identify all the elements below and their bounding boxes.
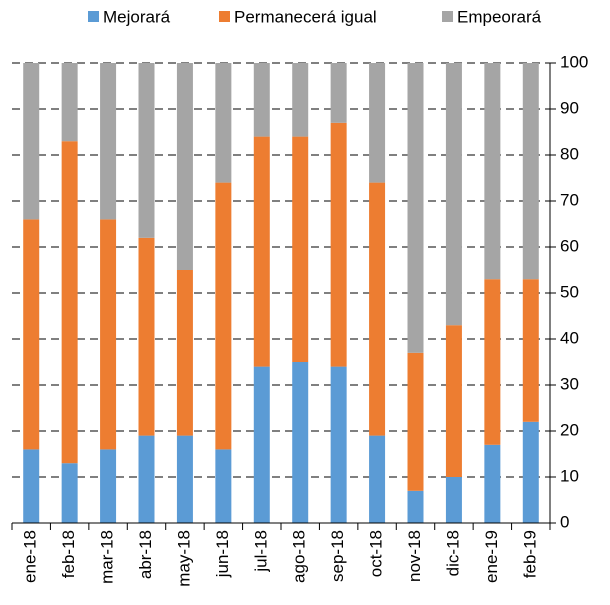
y-tick-label: 40 — [560, 328, 579, 347]
x-tick-label: abr-18 — [136, 530, 155, 579]
x-tick-label: ene-18 — [21, 530, 40, 583]
x-tick-label: nov-18 — [405, 530, 424, 582]
y-tick-label: 100 — [560, 52, 588, 71]
y-tick-label: 10 — [560, 466, 579, 485]
bar-segment — [215, 449, 232, 523]
y-tick-label: 80 — [560, 144, 579, 163]
x-tick-label: jul-18 — [251, 530, 270, 573]
bar-segment — [61, 463, 78, 523]
bar-segment — [61, 141, 78, 464]
bar-segment — [369, 63, 386, 183]
legend-swatch — [88, 11, 99, 22]
x-tick-label: mar-18 — [98, 530, 117, 584]
bar-segment — [330, 63, 347, 123]
legend-swatch — [219, 11, 230, 22]
bar-segment — [176, 63, 193, 270]
x-tick-label: may-18 — [174, 530, 193, 587]
y-tick-label: 50 — [560, 282, 579, 301]
bar-segment — [292, 362, 309, 523]
x-tick-label: ene-19 — [482, 530, 501, 583]
legend-label: Permanecerá igual — [234, 7, 377, 26]
bar-segment — [330, 122, 347, 367]
bar-segment — [23, 219, 40, 450]
bar-segment — [253, 63, 270, 137]
y-tick-label: 0 — [560, 512, 569, 531]
bar-segment — [522, 279, 539, 422]
x-tick-label: oct-18 — [367, 530, 386, 577]
bar-segment — [369, 182, 386, 436]
bar-segment — [23, 63, 40, 220]
legend-swatch — [442, 11, 453, 22]
x-tick-label: feb-19 — [520, 530, 539, 578]
bar-segment — [445, 325, 462, 477]
bar-segment — [445, 477, 462, 523]
bar-segment — [176, 270, 193, 436]
x-tick-label: dic-18 — [443, 530, 462, 576]
bar-segment — [176, 435, 193, 523]
bar-segment — [100, 219, 117, 450]
bar-segment — [522, 63, 539, 280]
bar-segment — [484, 444, 501, 523]
bar-segment — [138, 63, 155, 238]
bar-segment — [330, 366, 347, 523]
x-tick-label: sep-18 — [328, 530, 347, 582]
bar-segment — [369, 435, 386, 523]
bar-segment — [407, 490, 424, 523]
bar-segment — [215, 182, 232, 450]
legend-label: Mejorará — [103, 7, 171, 26]
y-tick-label: 60 — [560, 236, 579, 255]
bar-segment — [292, 136, 309, 362]
bar-segment — [100, 63, 117, 220]
bar-segment — [484, 63, 501, 280]
bar-segment — [61, 63, 78, 142]
bar-segment — [445, 63, 462, 326]
bar-segment — [215, 63, 232, 183]
bar-segment — [138, 435, 155, 523]
bar-segment — [23, 449, 40, 523]
y-tick-label: 90 — [560, 98, 579, 117]
bar-segment — [253, 366, 270, 523]
x-tick-label: ago-18 — [290, 530, 309, 583]
bar-segment — [522, 421, 539, 523]
bar-segment — [253, 136, 270, 367]
bar-segment — [292, 63, 309, 137]
bar-segment — [100, 449, 117, 523]
y-tick-label: 20 — [560, 420, 579, 439]
bar-segment — [484, 279, 501, 445]
x-tick-label: jun-18 — [213, 530, 232, 578]
y-tick-label: 30 — [560, 374, 579, 393]
bar-segment — [138, 237, 155, 436]
x-tick-label: feb-18 — [59, 530, 78, 578]
y-tick-label: 70 — [560, 190, 579, 209]
legend-label: Empeorará — [457, 7, 542, 26]
bar-segment — [407, 352, 424, 491]
bar-segment — [407, 63, 424, 353]
